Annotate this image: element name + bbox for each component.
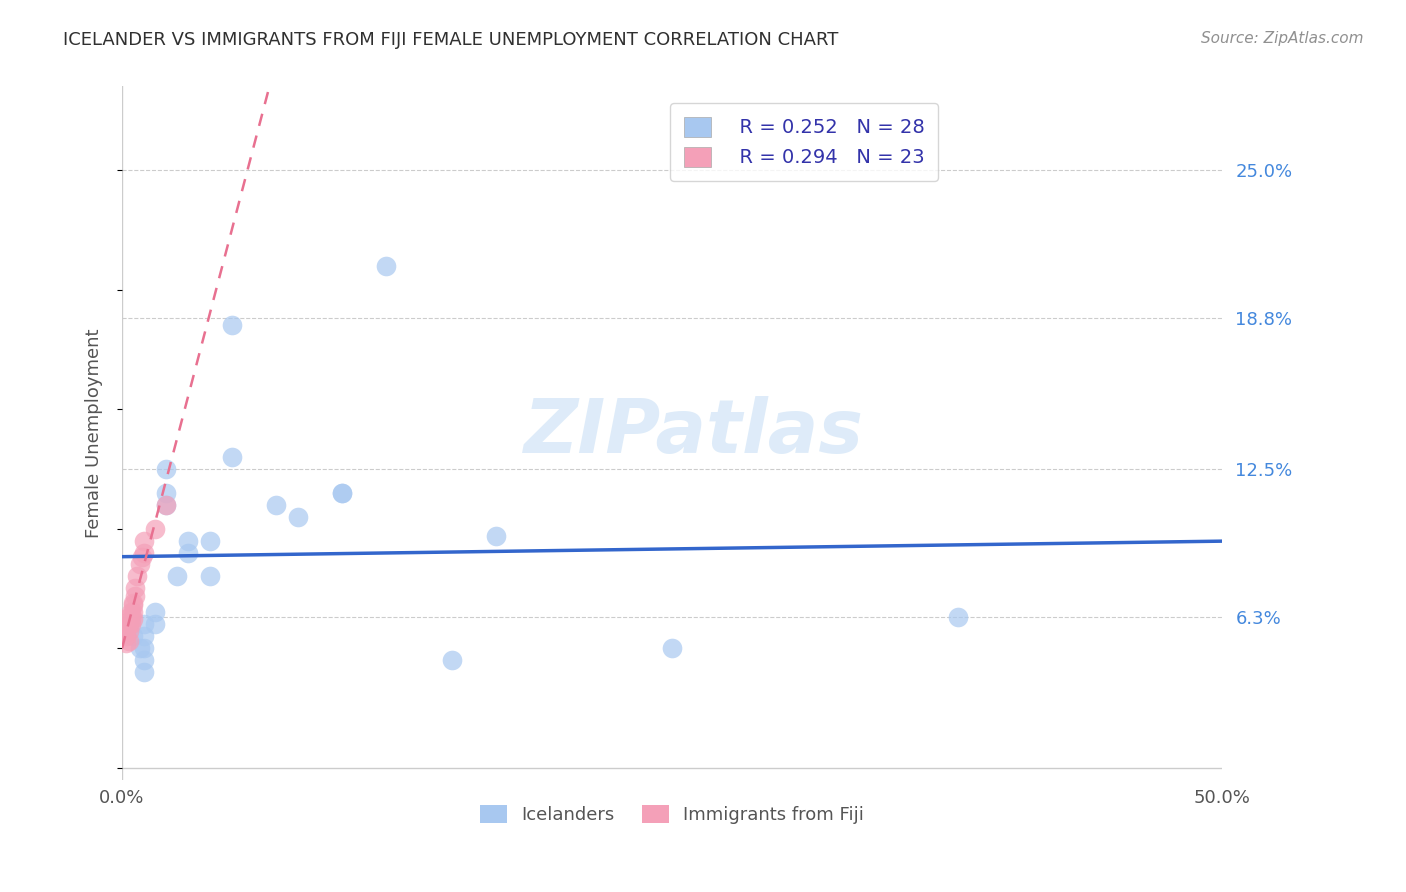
Point xyxy=(441,653,464,667)
Point xyxy=(221,318,243,333)
Point xyxy=(330,485,353,500)
Point xyxy=(118,617,141,632)
Point xyxy=(118,624,141,639)
Point xyxy=(221,450,243,464)
Point xyxy=(122,596,145,610)
Point xyxy=(118,634,141,648)
Point xyxy=(115,622,138,636)
Point xyxy=(124,582,146,596)
Point xyxy=(155,498,177,512)
Point xyxy=(155,498,177,512)
Text: Source: ZipAtlas.com: Source: ZipAtlas.com xyxy=(1201,31,1364,46)
Point xyxy=(946,610,969,624)
Point xyxy=(132,545,155,559)
Point xyxy=(143,617,166,632)
Point xyxy=(198,569,221,583)
Legend: Icelanders, Immigrants from Fiji: Icelanders, Immigrants from Fiji xyxy=(471,796,873,833)
Point xyxy=(330,485,353,500)
Point xyxy=(122,629,145,643)
Point xyxy=(127,569,149,583)
Point xyxy=(143,605,166,619)
Point xyxy=(115,636,138,650)
Point xyxy=(155,485,177,500)
Point xyxy=(375,259,398,273)
Point xyxy=(122,598,145,612)
Point xyxy=(118,610,141,624)
Point xyxy=(661,641,683,656)
Point xyxy=(264,498,287,512)
Point xyxy=(198,533,221,548)
Point xyxy=(132,665,155,679)
Point xyxy=(120,605,142,619)
Y-axis label: Female Unemployment: Female Unemployment xyxy=(86,328,103,538)
Point xyxy=(132,641,155,656)
Text: ZIPatlas: ZIPatlas xyxy=(524,396,865,469)
Point xyxy=(177,533,200,548)
Point xyxy=(132,617,155,632)
Point xyxy=(115,629,138,643)
Point xyxy=(166,569,188,583)
Point xyxy=(122,612,145,626)
Point xyxy=(132,533,155,548)
Point xyxy=(485,529,508,543)
Point xyxy=(120,617,142,632)
Point xyxy=(177,545,200,559)
Point xyxy=(287,509,309,524)
Point xyxy=(143,522,166,536)
Point xyxy=(120,612,142,626)
Point xyxy=(124,589,146,603)
Point xyxy=(131,550,153,565)
Point xyxy=(155,462,177,476)
Point xyxy=(132,653,155,667)
Point xyxy=(132,629,155,643)
Point xyxy=(128,641,150,656)
Point xyxy=(122,605,145,619)
Text: ICELANDER VS IMMIGRANTS FROM FIJI FEMALE UNEMPLOYMENT CORRELATION CHART: ICELANDER VS IMMIGRANTS FROM FIJI FEMALE… xyxy=(63,31,838,49)
Point xyxy=(128,558,150,572)
